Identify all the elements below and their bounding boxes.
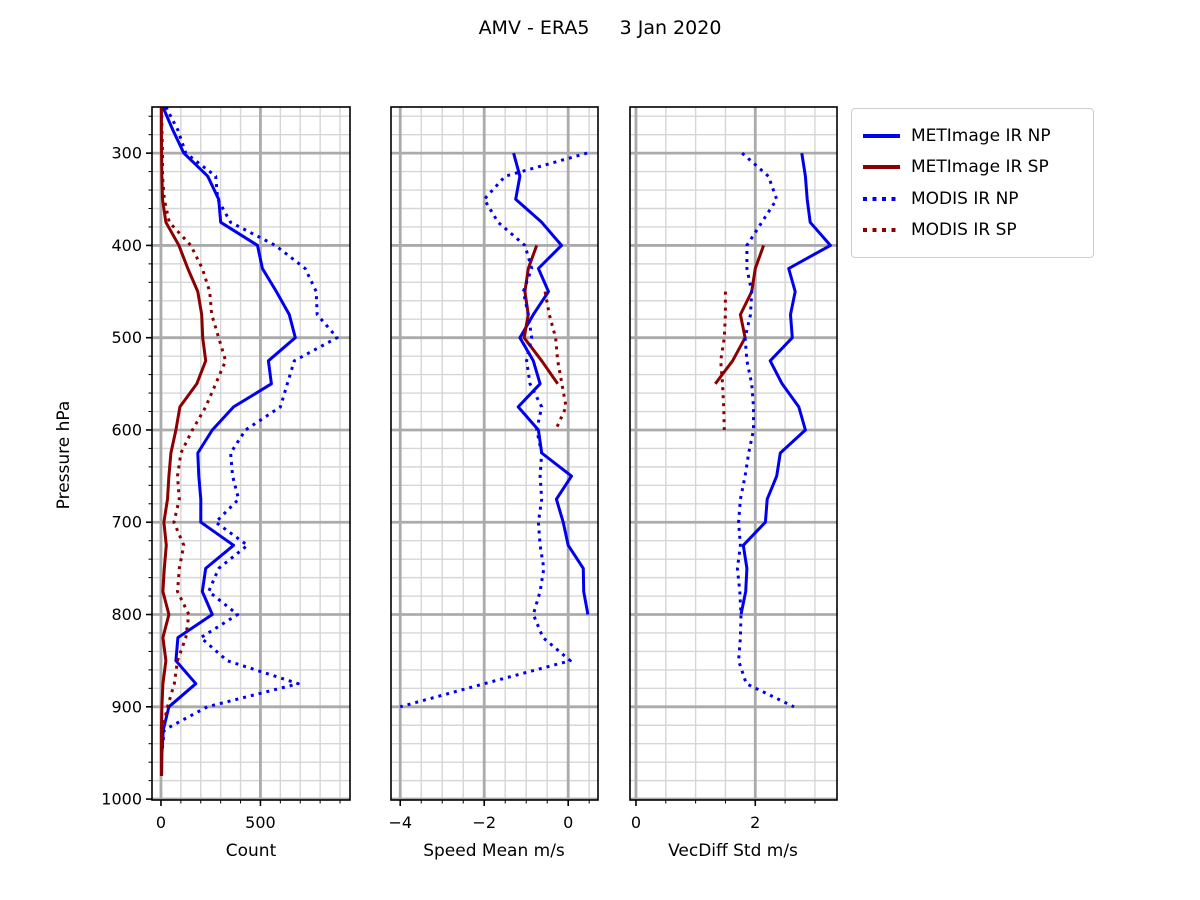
x-axis-label-speed-mean: Speed Mean m/s — [423, 841, 565, 861]
legend-entry: METImage IR NP — [863, 120, 1081, 152]
svg-text:2: 2 — [750, 813, 760, 832]
legend: METImage IR NP METImage IR SP MODIS IR N… — [851, 108, 1094, 258]
svg-text:0: 0 — [631, 813, 641, 832]
modis-ir-sp-line-sample — [863, 228, 900, 233]
legend-entry: MODIS IR SP — [863, 215, 1081, 247]
legend-entry: METImage IR SP — [863, 152, 1081, 184]
svg-text:400: 400 — [111, 236, 142, 255]
svg-text:0: 0 — [563, 813, 573, 832]
svg-text:800: 800 — [111, 605, 142, 624]
svg-text:600: 600 — [111, 420, 142, 439]
svg-text:300: 300 — [111, 144, 142, 163]
svg-text:500: 500 — [245, 813, 276, 832]
x-axis-label-count: Count — [225, 841, 277, 861]
metimage-ir-sp-line-sample — [863, 165, 900, 170]
svg-text:0: 0 — [156, 813, 166, 832]
legend-label: METImage IR SP — [911, 157, 1049, 178]
legend-label: MODIS IR SP — [911, 220, 1017, 241]
legend-entry: MODIS IR NP — [863, 183, 1081, 215]
svg-text:−2: −2 — [472, 813, 496, 832]
modis-ir-np-line-sample — [863, 196, 900, 201]
svg-text:500: 500 — [111, 328, 142, 347]
chart-title: AMV - ERA5 3 Jan 2020 — [478, 17, 722, 39]
svg-text:−4: −4 — [388, 813, 412, 832]
legend-label: METImage IR NP — [911, 125, 1051, 146]
legend-label: MODIS IR NP — [911, 188, 1019, 209]
metimage-ir-np-line-sample — [863, 133, 900, 138]
svg-text:700: 700 — [111, 513, 142, 532]
svg-text:1000: 1000 — [101, 790, 142, 809]
x-axis-label-vecdiff-std: VecDiff Std m/s — [668, 841, 798, 861]
svg-text:900: 900 — [111, 697, 142, 716]
